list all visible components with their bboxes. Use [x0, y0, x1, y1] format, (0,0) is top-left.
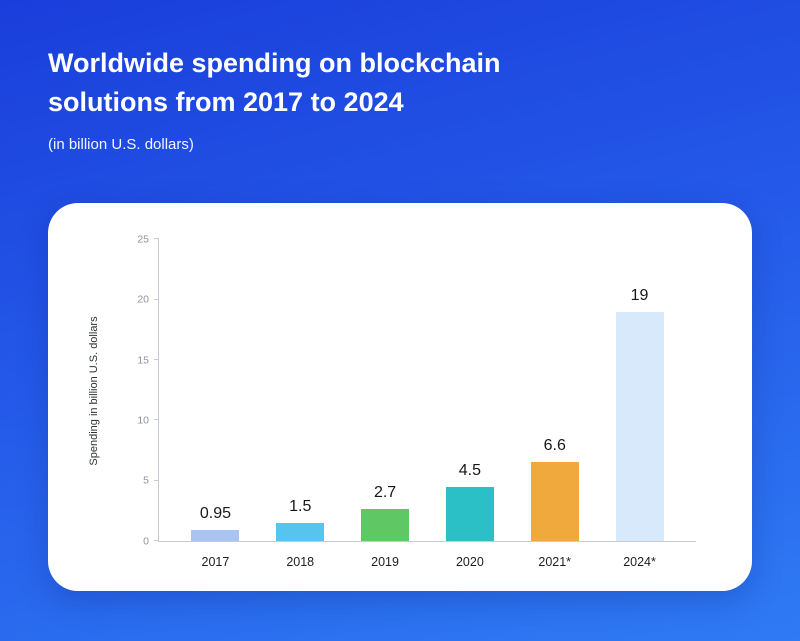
bar-column-2021: 6.6 2021*: [512, 239, 597, 569]
page-title-line1: Worldwide spending on blockchain: [48, 48, 501, 78]
x-category-label: 2024*: [623, 555, 656, 570]
page-title-line2: solutions from 2017 to 2024: [48, 87, 404, 118]
bars: 0.95 2017 1.5 2018 2.7 2019 4.5 2020 6.6 2021* 19 2…: [159, 239, 696, 569]
bar: [361, 508, 410, 542]
bar-column-2017: 0.95 2017: [173, 239, 258, 569]
bar-value-label: 0.95: [199, 504, 231, 522]
y-axis-title: Spending in billion U.S. dollars: [88, 316, 100, 466]
page-subtitle: (in billion U.S. dollars): [48, 136, 194, 154]
bar: [276, 523, 325, 542]
bar: [615, 311, 664, 542]
y-tick-label: 0: [143, 535, 149, 548]
bar-value-label: 4.5: [458, 461, 482, 479]
page: Worldwide spending on blockchain solutio…: [48, 44, 752, 592]
y-tick-mark: [154, 419, 159, 421]
x-category-label: 2020: [455, 555, 484, 570]
plot-area: 0.95 2017 1.5 2018 2.7 2019 4.5 2020 6.6 2021* 19 2…: [137, 234, 696, 569]
bar: [191, 529, 240, 542]
bar-column-2019: 2.7 2019: [343, 239, 428, 569]
bar-value-label: 2.7: [373, 483, 397, 501]
x-category-label: 2021*: [538, 555, 572, 570]
bar-column-2024: 19 2024*: [597, 239, 682, 569]
y-tick-mark: [154, 238, 159, 240]
bar-value-label: 6.6: [543, 436, 566, 454]
y-tick-label: 25: [137, 233, 149, 246]
bar-value-label: 19: [630, 286, 649, 304]
bar: [445, 486, 494, 542]
bar-column-2018: 1.5 2018: [258, 239, 343, 569]
bar-value-label: 1.5: [289, 498, 312, 516]
y-tick-label: 20: [137, 293, 149, 306]
bar-column-2020: 4.5 2020: [427, 239, 512, 569]
y-tick-mark: [154, 298, 159, 300]
y-tick-label: 10: [137, 414, 149, 427]
y-tick-mark: [154, 479, 159, 481]
x-category-label: 2018: [286, 555, 315, 570]
y-tick-mark: [154, 359, 159, 361]
y-tick-label: 5: [143, 474, 149, 487]
page-title: Worldwide spending on blockchain solutio…: [48, 44, 752, 122]
chart-card: Spending in billion U.S. dollars 0.95 201…: [48, 203, 752, 592]
bar: [530, 461, 579, 542]
y-tick-label: 15: [137, 353, 149, 366]
y-tick-mark: [154, 540, 159, 542]
x-category-label: 2019: [371, 555, 399, 570]
x-category-label: 2017: [201, 555, 230, 570]
